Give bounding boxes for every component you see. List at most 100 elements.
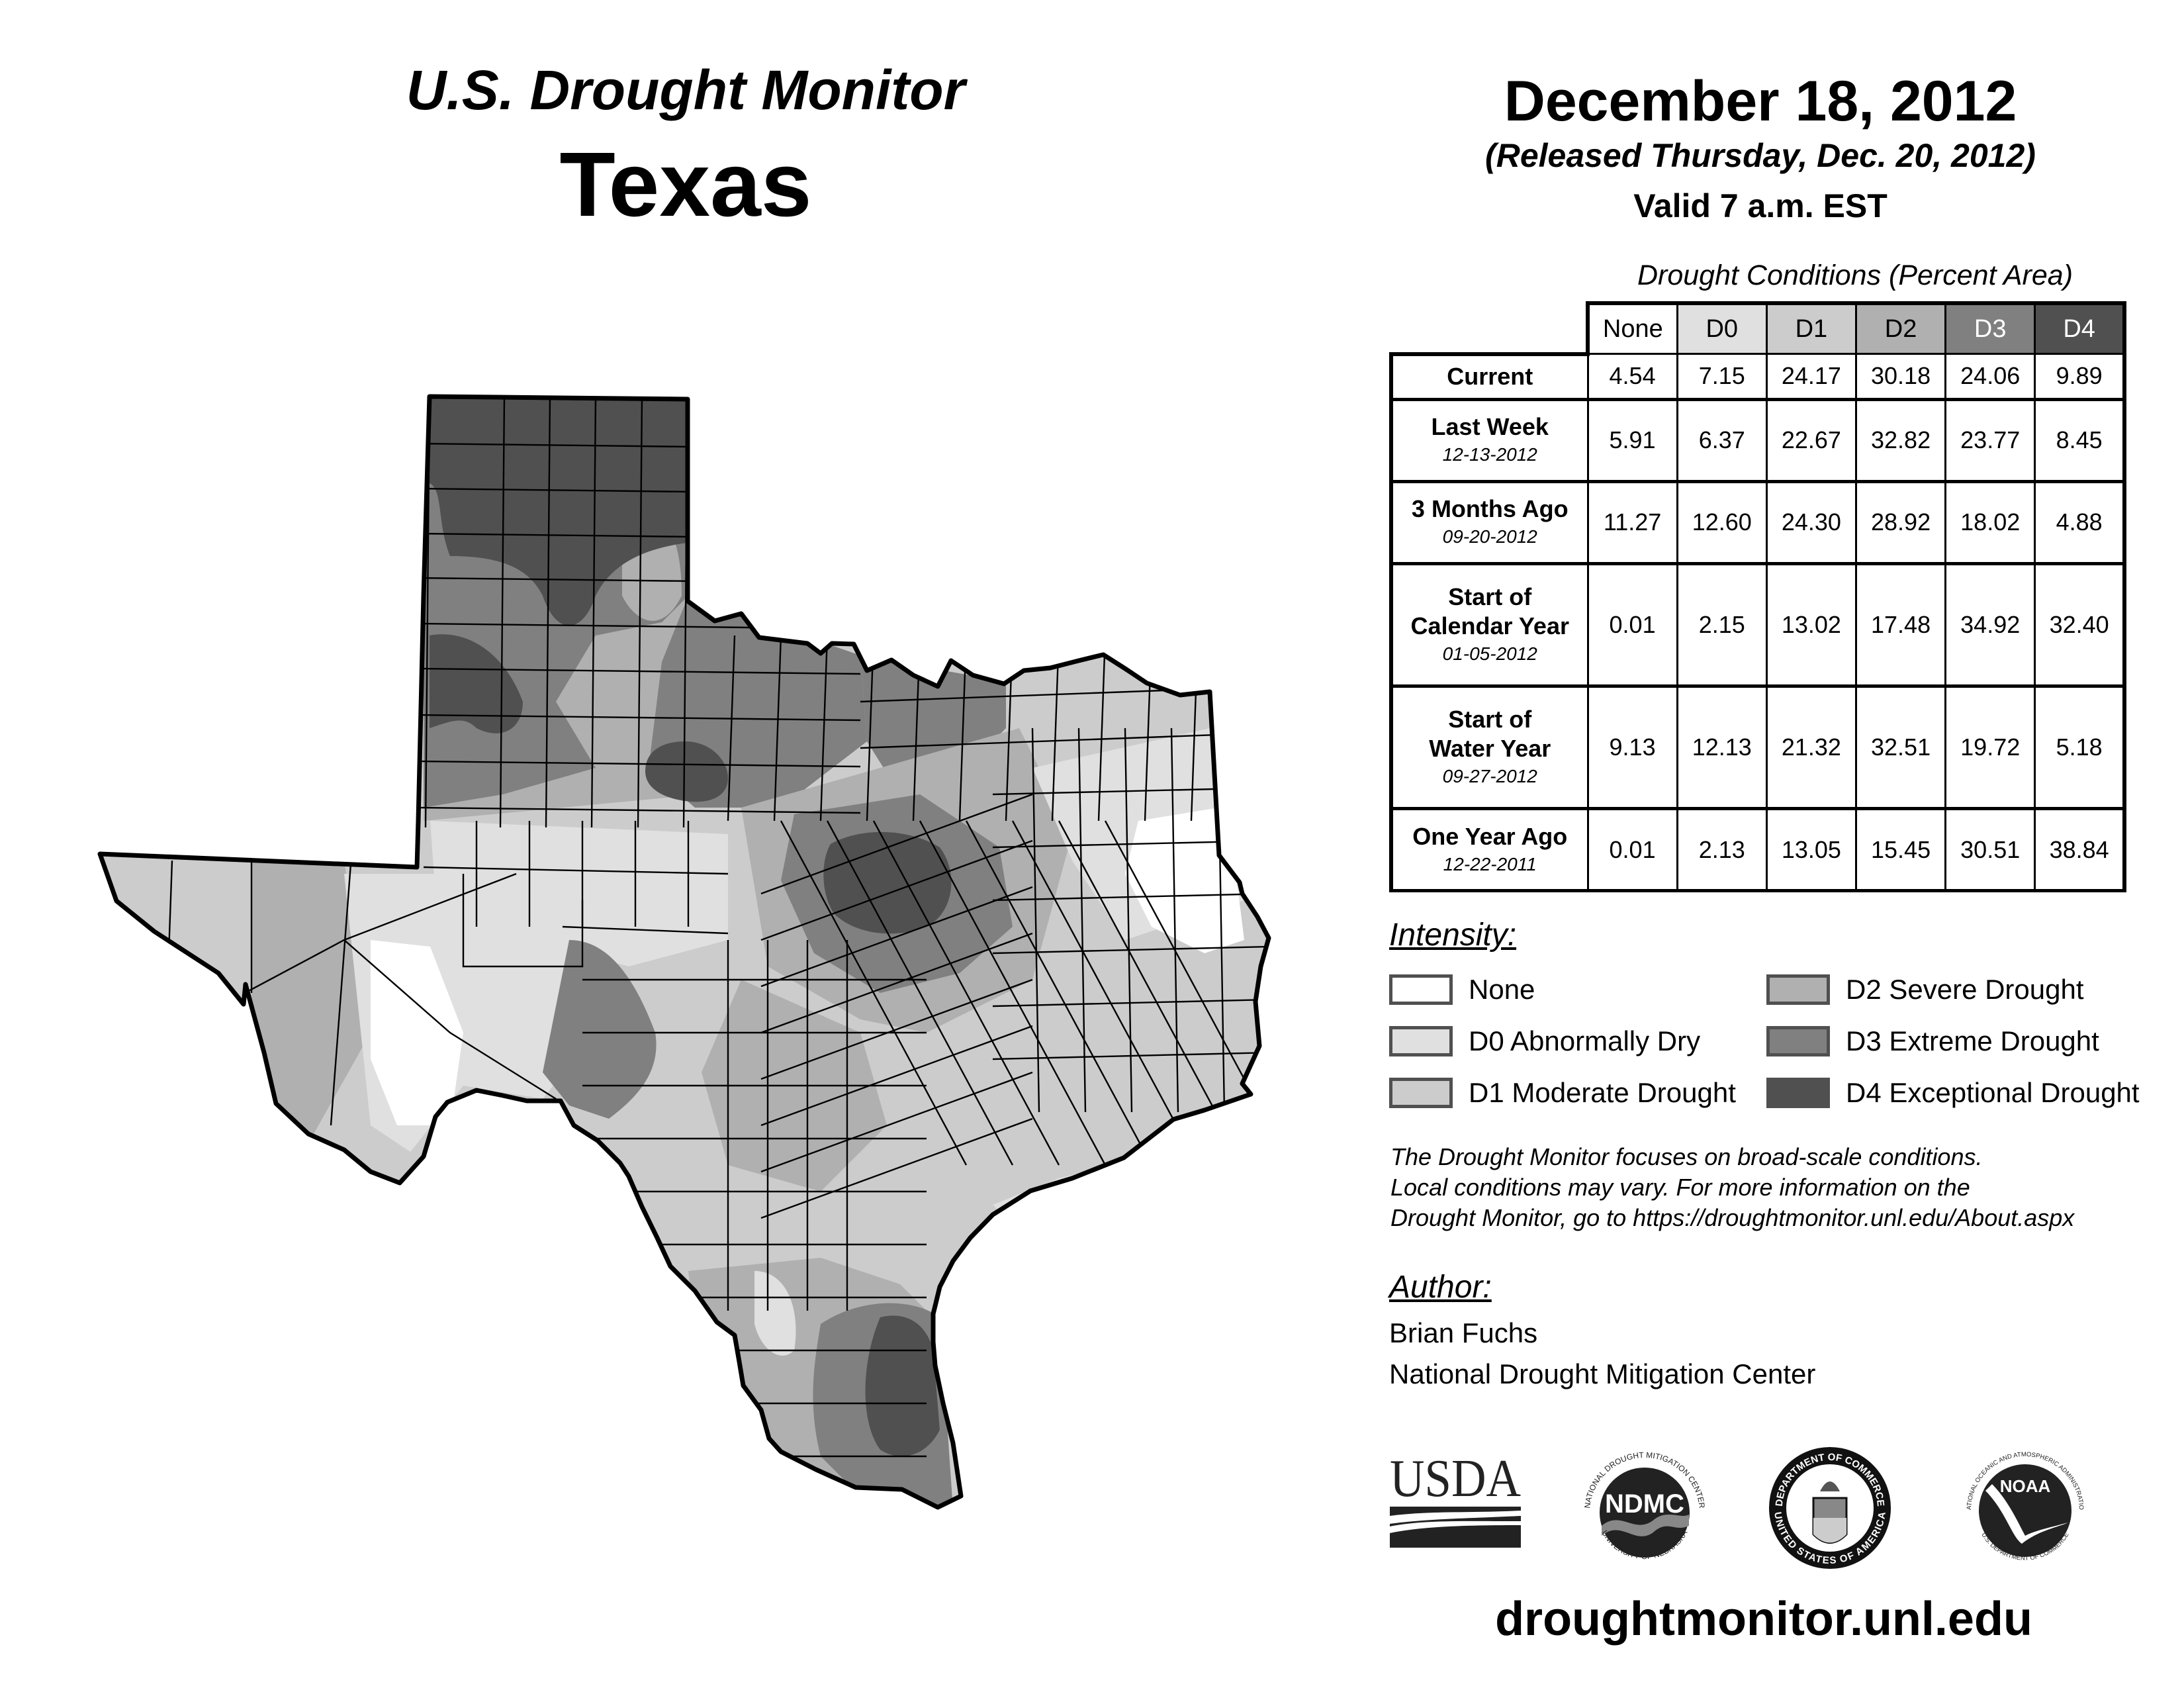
disclaimer-line: Drought Monitor, go to https://droughtmo… (1390, 1204, 2075, 1231)
county-line (860, 687, 1218, 703)
legend-item-d4: D4 Exceptional Drought (1766, 1075, 2140, 1111)
county-line (760, 1117, 1033, 1219)
county-line (416, 806, 861, 814)
legend-label: D0 Abnormally Dry (1469, 1025, 1701, 1056)
d0-area-south-texas (754, 1271, 796, 1356)
usda-logo-text: USDA (1390, 1455, 1521, 1508)
cell-d0: 2.15 (1676, 562, 1768, 688)
cell-d1: 22.67 (1765, 398, 1857, 483)
legend-item-d1: D1 Moderate Drought (1389, 1075, 1736, 1111)
cell-d2: 28.92 (1854, 480, 1947, 565)
valid-date: December 18, 2012 (1504, 70, 2017, 133)
legend-swatch-d1 (1389, 1078, 1453, 1108)
cell-d3: 24.06 (1944, 353, 2036, 401)
cell-d3: 30.51 (1944, 808, 2036, 892)
site-url-link[interactable]: droughtmonitor.unl.edu (1495, 1593, 2032, 1646)
county-line (965, 820, 1153, 1166)
county-line (330, 863, 352, 1126)
row-label: 3 Months Ago 09-20-2012 (1389, 480, 1589, 565)
county-line (919, 820, 1107, 1166)
legend-label: D2 Severe Drought (1846, 974, 2084, 1005)
commerce-seal-logo: DEPARTMENT OF COMMERCE UNITED STATES OF … (1769, 1447, 1891, 1569)
cell-none: 11.27 (1586, 480, 1678, 565)
column-header-none: None (1585, 301, 1678, 355)
cell-d0: 2.13 (1676, 808, 1768, 892)
table-row: Start of Water Year 09-27-2012 9.13 12.13 21.… (1389, 684, 2127, 811)
cell-d2: 15.45 (1854, 808, 1947, 892)
table-row: 3 Months Ago 09-20-2012 11.27 12.60 24.30 28.… (1389, 480, 2127, 565)
county-line (860, 733, 1218, 749)
county-line (872, 820, 1060, 1166)
county-line (562, 925, 729, 935)
cell-d1: 24.17 (1765, 353, 1857, 401)
legend-item-d3: D3 Extreme Drought (1766, 1023, 2099, 1059)
cell-d4: 8.45 (2034, 398, 2127, 483)
author-name: Brian Fuchs (1389, 1317, 1538, 1348)
table-caption: Drought Conditions (Percent Area) (1637, 259, 2073, 291)
cell-d1: 21.32 (1765, 684, 1857, 811)
legend-swatch-none (1389, 974, 1453, 1005)
county-line (992, 945, 1269, 955)
row-label-text: Current (1447, 363, 1533, 391)
none-area-trans-pecos (371, 940, 463, 1125)
legend-swatch-d3 (1766, 1026, 1830, 1056)
row-date: 12-13-2012 (1442, 444, 1537, 465)
drought-conditions-table: None D0 D1 D2 D3 D4 Current 4.54 7.15 24.17… (1389, 301, 2127, 892)
cell-d2: 32.51 (1854, 684, 1947, 811)
row-label: Current (1389, 353, 1589, 401)
column-header-d2: D2 (1854, 301, 1947, 355)
county-line (244, 939, 557, 1100)
county-line (760, 1025, 1033, 1127)
noaa-logo-text: NOAA (2000, 1476, 2051, 1496)
county-line (499, 397, 506, 828)
valid-time: Valid 7 a.m. EST (1633, 187, 1888, 224)
county-line (637, 397, 643, 828)
table-row: One Year Ago 12-22-2011 0.01 2.13 13.05 15.45… (1389, 808, 2127, 892)
table-row: Current 4.54 7.15 24.17 30.18 24.06 9.89 (1389, 353, 2127, 401)
cell-none: 0.01 (1586, 808, 1678, 892)
cell-d0: 12.13 (1676, 684, 1768, 811)
cell-d2: 30.18 (1854, 353, 1947, 401)
d4-area-central (823, 831, 952, 934)
county-line (760, 839, 1033, 941)
d4-area-rolling-plains (645, 741, 728, 802)
row-label: One Year Ago 12-22-2011 (1389, 808, 1589, 892)
county-line (416, 667, 861, 675)
brand-title: U.S. Drought Monitor (406, 59, 966, 121)
county-line (760, 978, 1033, 1080)
cell-d1: 13.05 (1765, 808, 1857, 892)
row-date: 09-27-2012 (1442, 765, 1537, 786)
legend-item-d0: D0 Abnormally Dry (1389, 1023, 1700, 1059)
table-corner (1391, 303, 1588, 356)
cell-d3: 19.72 (1944, 684, 2036, 811)
cell-none: 0.01 (1586, 562, 1678, 688)
county-line (1170, 727, 1179, 1113)
cell-d2: 17.48 (1854, 562, 1947, 688)
cell-d1: 24.30 (1765, 480, 1857, 565)
cell-d4: 5.18 (2034, 684, 2127, 811)
column-header-d0: D0 (1676, 301, 1768, 355)
d2-area-west (251, 861, 371, 1139)
row-label-text: Last Week (1431, 413, 1549, 441)
legend-label: D3 Extreme Drought (1846, 1025, 2099, 1056)
d4-area-panhandle-north (430, 397, 688, 626)
legend-swatch-d4 (1766, 1078, 1830, 1108)
row-label: Start of Calendar Year 01-05-2012 (1389, 562, 1589, 688)
disclaimer-line: Local conditions may vary. For more info… (1390, 1174, 1970, 1201)
d4-area-south-plains (430, 634, 523, 733)
release-date: (Released Thursday, Dec. 20, 2012) (1485, 137, 2036, 174)
county-line (462, 874, 584, 968)
county-line (773, 635, 782, 821)
county-line (760, 886, 1033, 988)
county-line (590, 397, 597, 828)
author-heading: Author: (1389, 1270, 1492, 1305)
row-label: Last Week 12-13-2012 (1389, 398, 1589, 483)
state-title: Texas (559, 134, 812, 236)
row-label-line: Start of (1448, 583, 1532, 610)
cell-d3: 23.77 (1944, 398, 2036, 483)
cell-d4: 4.88 (2034, 480, 2127, 565)
county-line (1031, 727, 1040, 1113)
county-line (992, 892, 1269, 902)
legend-heading: Intensity: (1389, 917, 1517, 953)
legend-swatch-d2 (1766, 974, 1830, 1005)
